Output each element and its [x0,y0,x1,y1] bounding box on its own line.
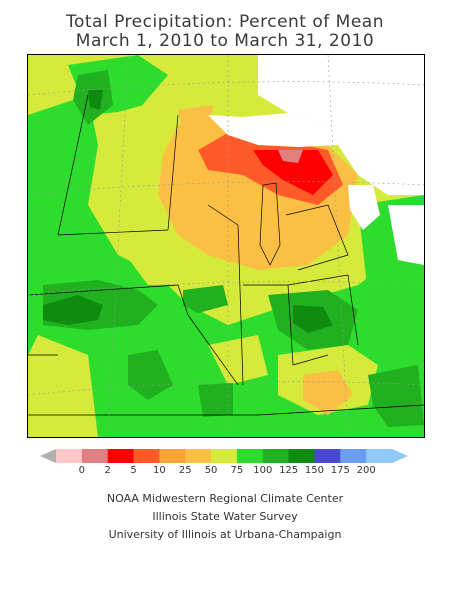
region-below-normal-nw [178,105,213,130]
lake-superior [208,113,338,147]
precipitation-map [27,54,425,438]
legend-tick-50: 50 [204,465,218,476]
region-wet-south [128,350,173,400]
legend-tick-150: 150 [304,465,324,476]
region-very-wet-west [43,295,103,325]
legend-tick-0: 0 [78,465,86,476]
map-title: Total Precipitation: Percent of Mean [66,12,384,32]
legend-box-11 [340,449,367,463]
legend-colorbar [40,449,408,463]
credit-line-3: University of Illinois at Urbana-Champai… [108,528,342,541]
region-near-normal-south [28,335,98,437]
region-wet-se [368,365,424,427]
region-very-wet-ne [88,90,103,110]
region-below-normal-south [303,370,353,415]
legend-tick-200: 200 [356,465,376,476]
region-wet-south2 [198,383,233,417]
legend-tick-2: 2 [104,465,111,476]
region-near-normal-center [208,335,268,385]
region-dry-pale [278,150,303,163]
legend-box-2 [107,449,135,463]
legend-box-0 [56,449,83,463]
legend-tick-125: 125 [279,465,299,476]
map-svg [28,55,424,437]
canada-water [258,55,424,195]
region-very-wet-east [293,305,333,333]
ontario-east [388,205,424,265]
legend-box-5 [185,449,212,463]
legend-box-12 [366,449,393,463]
legend-tick-10: 10 [153,465,166,476]
legend-box-8 [262,449,290,463]
legend-arrow-left [40,449,56,463]
legend-box-6 [211,449,238,463]
legend-tick-25: 25 [178,465,192,476]
region-wet-center [183,285,228,313]
state-boundaries [28,94,424,416]
legend-tick-5: 5 [130,465,137,476]
legend-arrow-right [392,449,408,463]
legend-box-4 [159,449,186,463]
legend-box-3 [133,449,160,463]
legend-tick-175: 175 [330,465,350,476]
legend-box-10 [314,449,341,463]
legend-box-9 [288,449,315,463]
lake-huron [348,185,380,230]
legend-tick-100: 100 [253,465,273,476]
credit-line-2: Illinois State Water Survey [152,510,298,523]
map-subtitle: March 1, 2010 to March 31, 2010 [75,31,375,51]
legend-box-7 [236,449,264,463]
credit-line-1: NOAA Midwestern Regional Climate Center [106,492,344,505]
legend-tick-75: 75 [230,465,244,476]
graticule [28,55,424,437]
region-extreme-dry [253,150,333,195]
legend-box-1 [81,449,109,463]
legend-boxes [56,449,393,463]
